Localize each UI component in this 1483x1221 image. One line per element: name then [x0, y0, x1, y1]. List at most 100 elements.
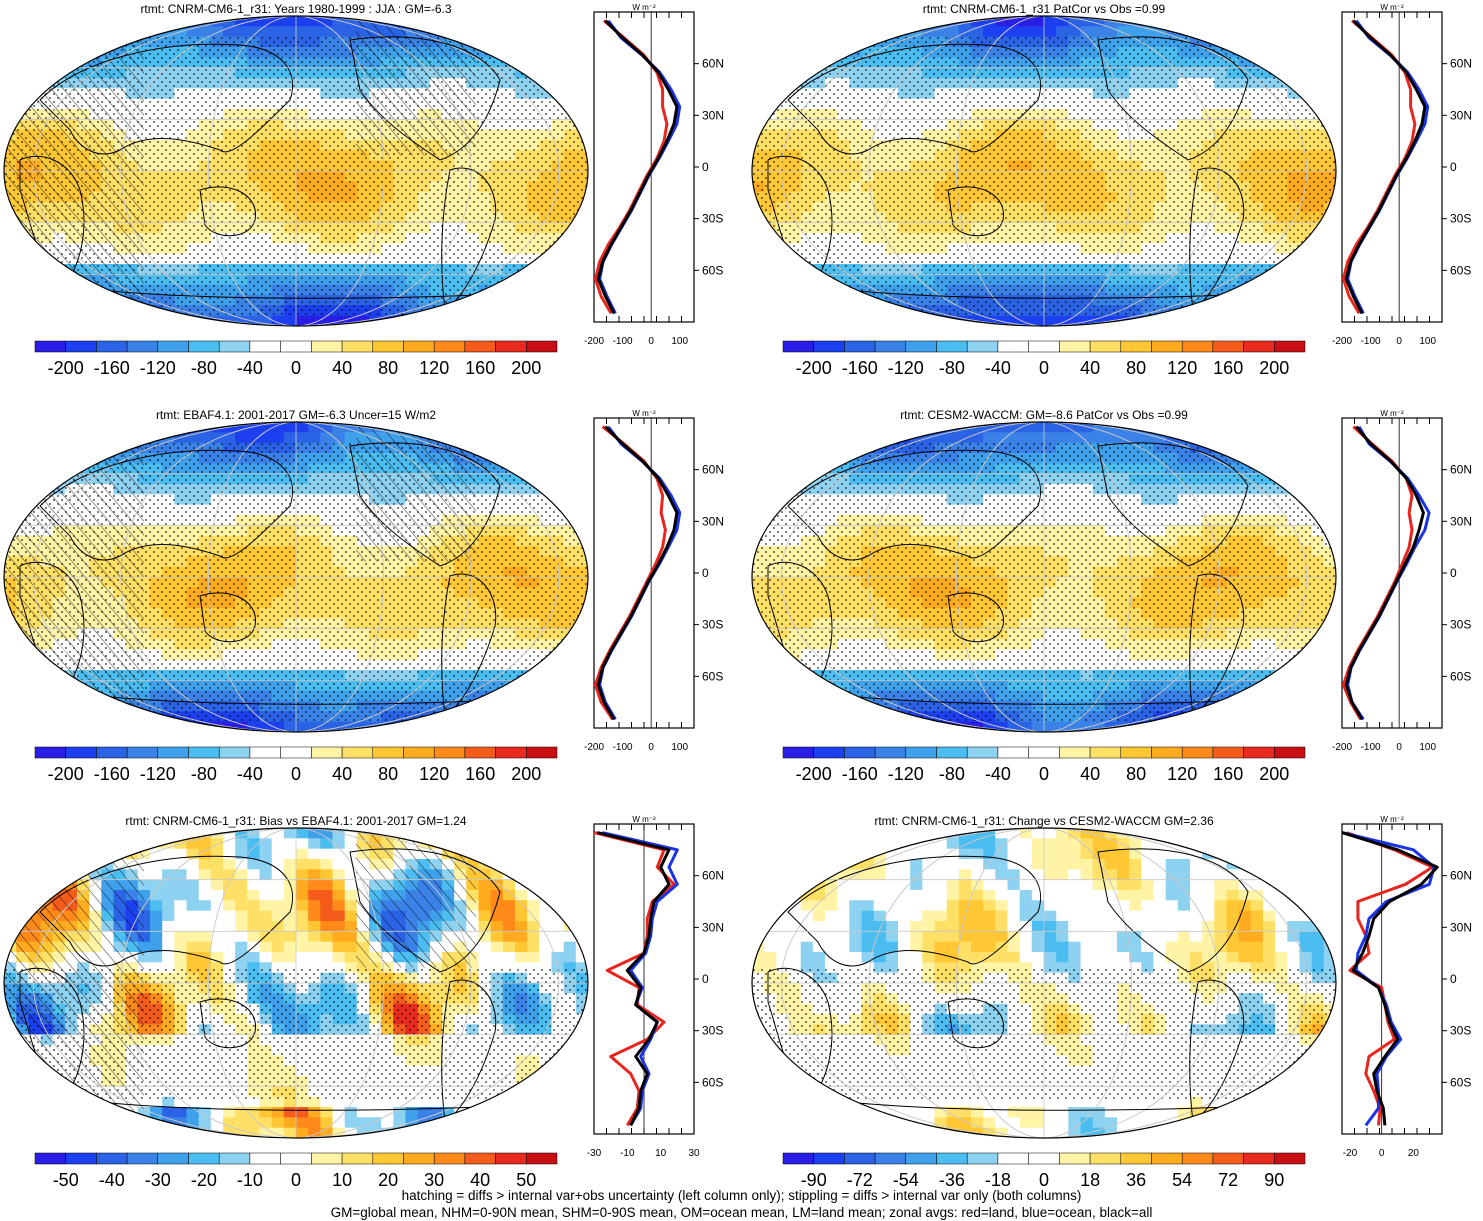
colorbar-swatch	[218, 746, 251, 759]
xtick-label: 30	[688, 1148, 700, 1159]
ytick-label: 0	[702, 160, 709, 174]
colorbar-swatch	[403, 340, 435, 353]
colorbar-swatch	[1212, 1152, 1244, 1165]
xtick-label: 10	[655, 1148, 667, 1159]
xtick-label: -100	[613, 336, 633, 347]
colorbar-tick-label: 200	[511, 764, 541, 784]
ytick-label: 30N	[702, 514, 724, 528]
ytick-label: 60S	[702, 263, 723, 277]
zonal-plot: W m⁻² 60N 30N 0 30S 60S -200 -100 0 100	[584, 3, 724, 347]
colorbar-swatch	[1089, 340, 1122, 353]
coastline	[99, 695, 481, 705]
colorbar-swatch	[1028, 1152, 1060, 1165]
xtick-label: -100	[1361, 742, 1381, 753]
coastline	[199, 998, 256, 1049]
xtick-label: 100	[671, 742, 688, 753]
colorbar-swatch	[65, 1152, 97, 1165]
colorbar-tick-label: 160	[1213, 358, 1243, 378]
panel-title: rtmt: CNRM-CM6-1_r31: Bias vs EBAF4.1: 2…	[125, 814, 467, 828]
colorbar-tick-label: -40	[99, 1170, 125, 1187]
colorbar-swatch	[1151, 1152, 1183, 1165]
colorbar-swatch	[403, 1152, 435, 1165]
series-line-land	[593, 831, 676, 1127]
colorbar-swatch	[280, 1152, 312, 1165]
ytick-label: 60S	[1450, 669, 1471, 683]
coastline	[787, 855, 1042, 967]
ytick-label: 0	[1450, 566, 1457, 580]
colorbar-swatch	[1059, 746, 1091, 759]
colorbar-swatch	[997, 746, 1029, 759]
series-line-all	[596, 19, 679, 315]
series-line-all	[596, 831, 671, 1127]
ytick-label: 0	[702, 566, 709, 580]
colorbar-tick-label: 200	[1259, 764, 1289, 784]
colorbar-swatch	[311, 340, 343, 353]
colorbar: -90 -72 -54 -36 -18 0 18 36 54 72 90	[782, 1152, 1306, 1187]
ytick-label: 30N	[1450, 920, 1472, 934]
colorbar-tick-label: 0	[1039, 358, 1049, 378]
colorbar-swatch	[1059, 1152, 1091, 1165]
colorbar-tick-label: -80	[191, 764, 217, 784]
colorbar-tick-label: -200	[48, 358, 84, 378]
colorbar-swatch	[1243, 1152, 1275, 1165]
colorbar-swatch	[249, 340, 281, 353]
ytick-label: 60N	[1450, 463, 1472, 477]
xtick-label: 100	[1419, 336, 1436, 347]
colorbar-swatch	[874, 340, 907, 353]
colorbar-swatch	[464, 746, 496, 759]
colorbar-tick-label: 80	[1126, 358, 1146, 378]
colorbar-swatch	[1059, 340, 1091, 353]
colorbar-tick-label: 120	[1167, 764, 1197, 784]
colorbar-tick-label: 120	[419, 358, 449, 378]
colorbar-swatch	[1028, 340, 1060, 353]
colorbar-tick-label: 10	[332, 1170, 352, 1187]
coastline	[767, 155, 833, 291]
map: -200 -160 -120 -80 -40 0 40 80 120 160 200 W m⁻² 60N…	[3, 409, 724, 784]
colorbar-tick-label: -80	[191, 358, 217, 378]
panel-title: rtmt: CESM2-WACCM: GM=-8.6 PatCor vs Obs…	[900, 408, 1188, 422]
colorbar-tick-label: -18	[985, 1170, 1011, 1187]
coastline	[19, 967, 85, 1103]
colorbar-tick-label: -50	[53, 1170, 79, 1187]
colorbar-swatch	[782, 1152, 814, 1165]
xtick-label: -200	[1332, 742, 1352, 753]
coastline	[767, 967, 833, 1103]
ytick-label: 60N	[1450, 869, 1472, 883]
coastline	[349, 848, 501, 973]
panel-title: rtmt: CNRM-CM6-1_r31: Change vs CESM2-WA…	[874, 814, 1214, 828]
colorbar-tick-label: 40	[332, 358, 352, 378]
panel-title: rtmt: CNRM-CM6-1_r31 PatCor vs Obs =0.99	[922, 2, 1166, 16]
colorbar-swatch	[280, 340, 312, 353]
series-line-all	[1344, 19, 1427, 315]
colorbar-tick-label: 200	[511, 358, 541, 378]
coastline	[1189, 979, 1245, 1123]
colorbar-swatch	[936, 1152, 968, 1165]
ytick-label: 30N	[702, 108, 724, 122]
colorbar-swatch	[844, 340, 876, 353]
ytick-label: 30N	[1450, 108, 1472, 122]
colorbar-tick-label: -20	[191, 1170, 217, 1187]
colorbar: -200 -160 -120 -80 -40 0 40 80 120 160 200	[782, 746, 1306, 784]
coastline	[19, 155, 85, 291]
series-line-all	[596, 425, 679, 721]
colorbar-swatch	[1181, 1152, 1214, 1165]
colorbar-swatch	[1274, 340, 1306, 353]
colorbar-tick-label: -40	[237, 358, 263, 378]
ytick-label: 0	[1450, 160, 1457, 174]
colorbar-swatch	[495, 746, 527, 759]
footer-line-1: hatching = diffs > internal var+obs unce…	[401, 1188, 1082, 1203]
series-line-ocean	[1346, 425, 1431, 721]
coastline	[1189, 573, 1245, 717]
colorbar-swatch	[433, 746, 466, 759]
map-field	[752, 828, 1336, 1138]
ytick-label: 30S	[1450, 1024, 1471, 1038]
colorbar-tick-label: -200	[48, 764, 84, 784]
zonal-unit-label: W m⁻²	[632, 815, 656, 824]
coastline	[99, 289, 481, 299]
panel-5: rtmt: CNRM-CM6-1_r31: Bias vs EBAF4.1: 2…	[0, 812, 740, 1187]
colorbar-swatch	[311, 1152, 343, 1165]
colorbar-tick-label: -90	[801, 1170, 827, 1187]
coastline	[787, 449, 1042, 561]
series-line-land	[1341, 19, 1417, 315]
colorbar-swatch	[280, 746, 312, 759]
